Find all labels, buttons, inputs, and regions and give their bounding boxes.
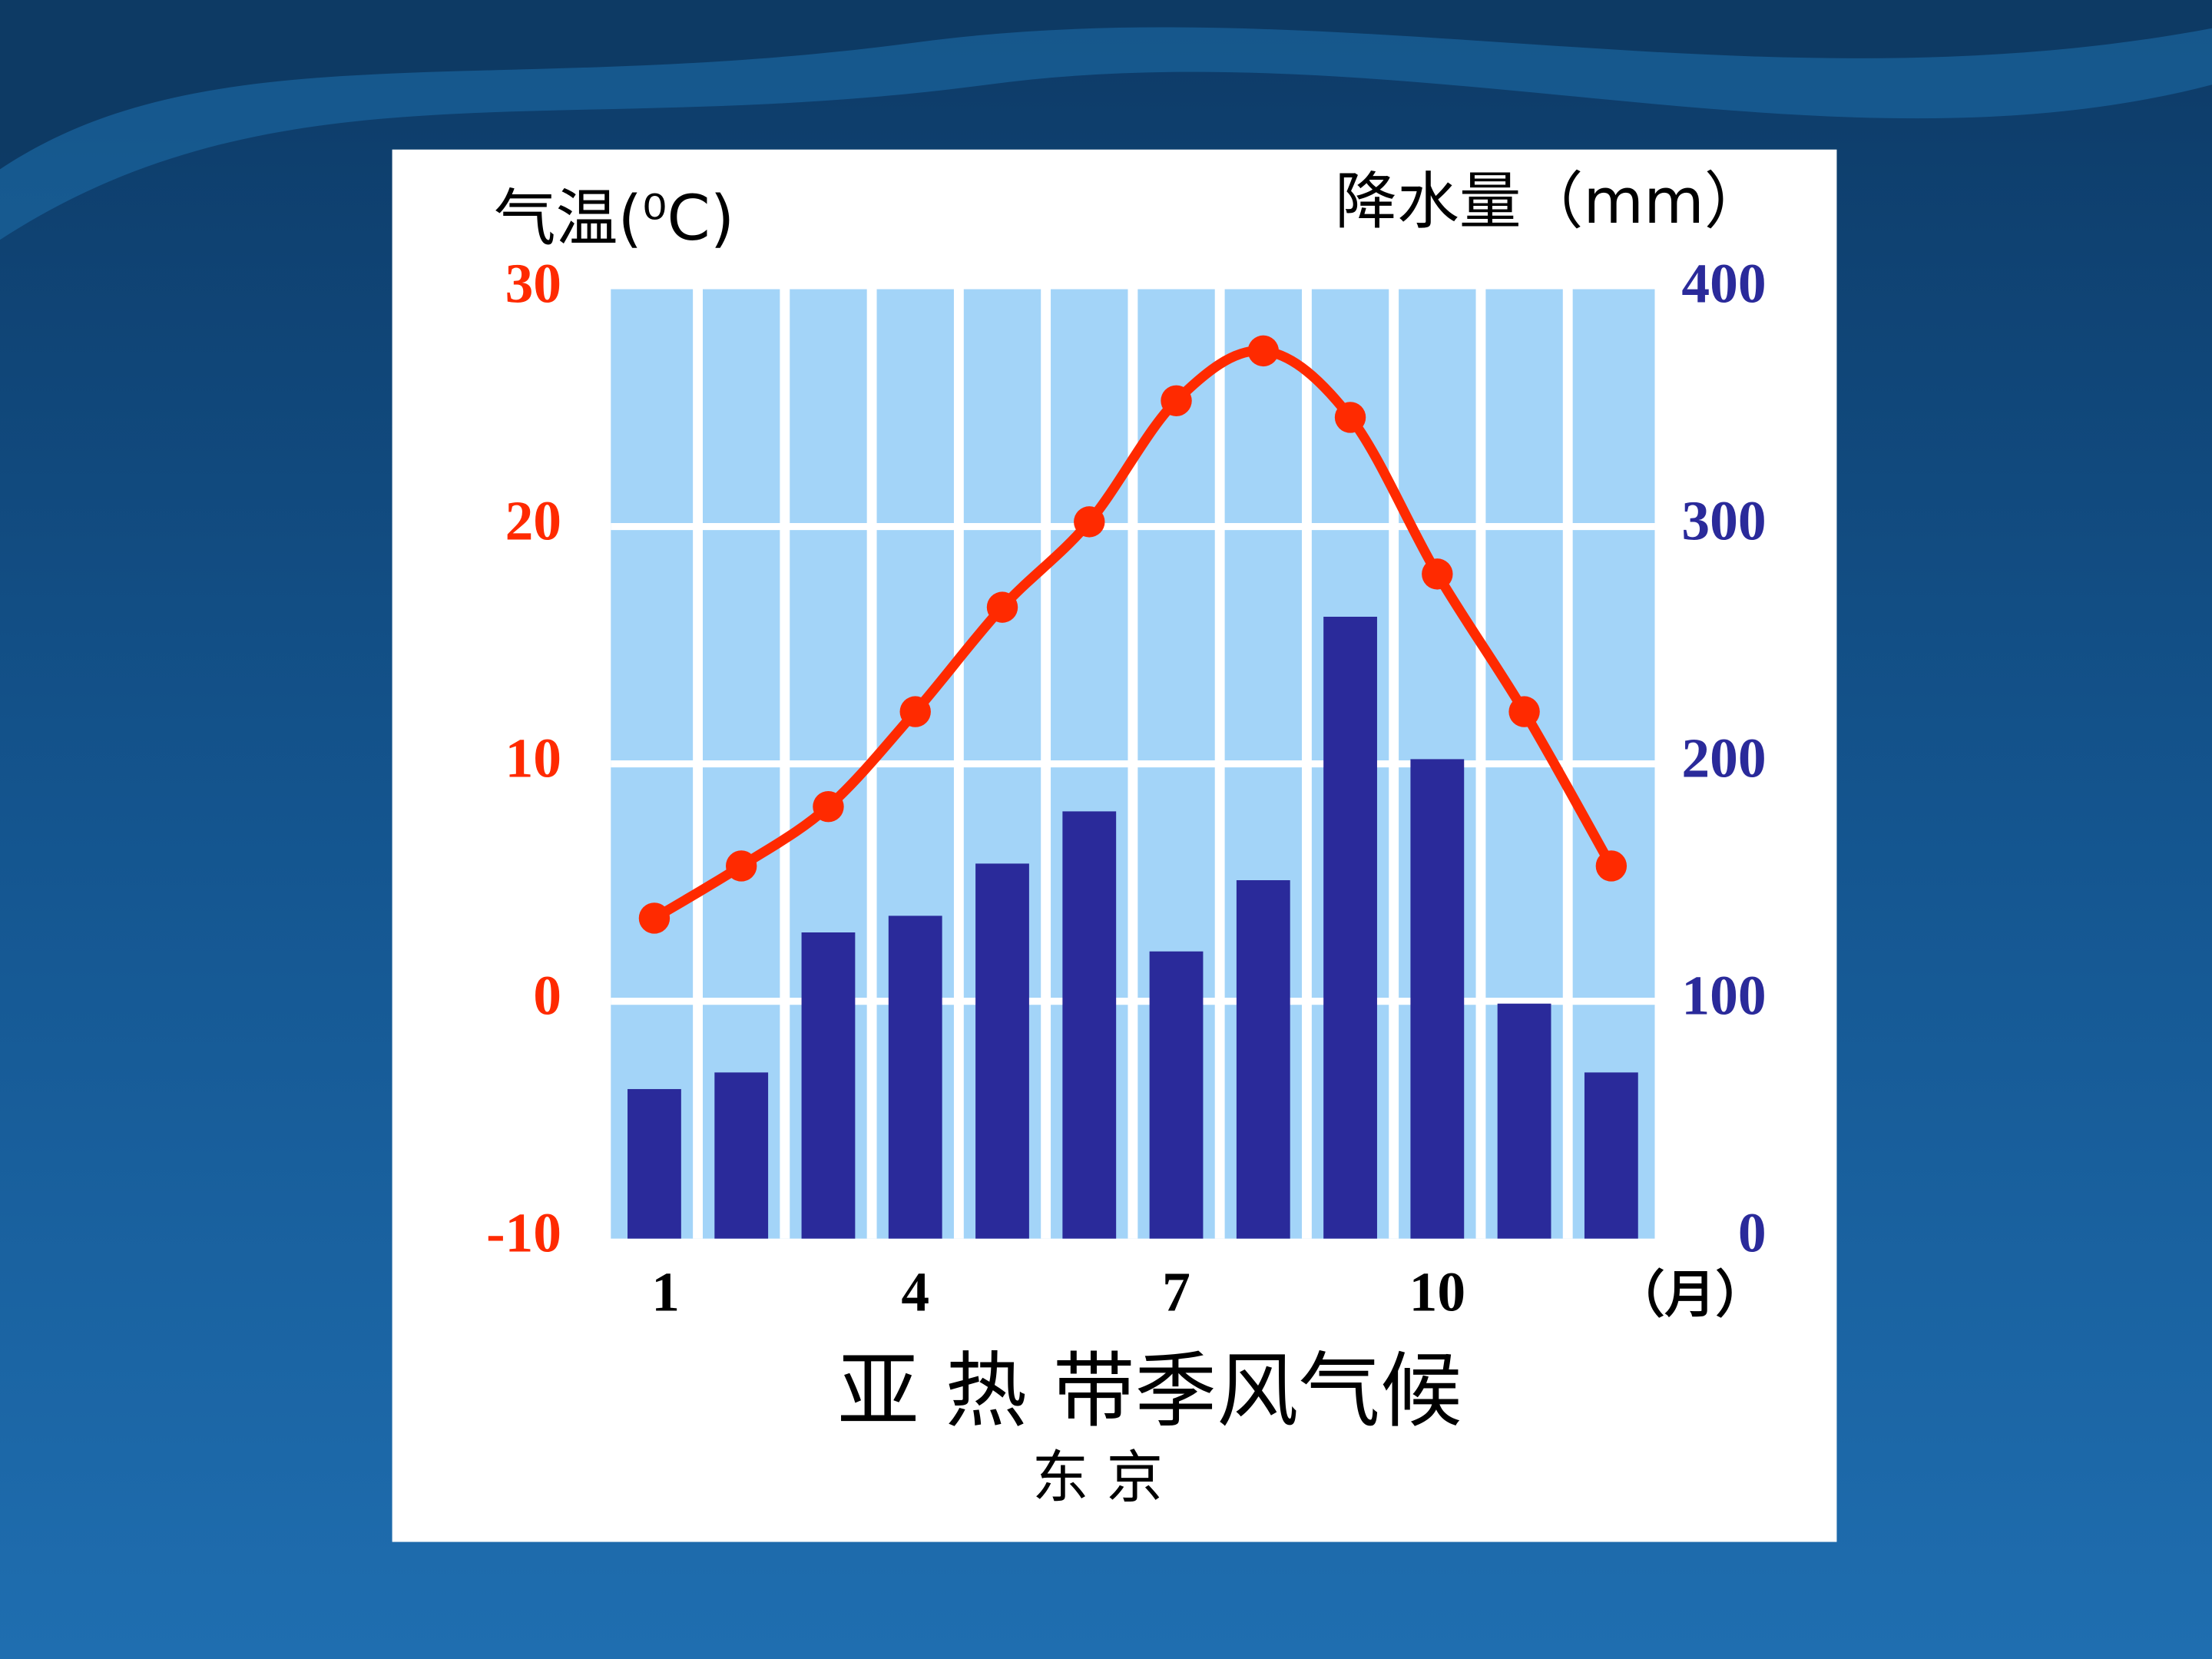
point xyxy=(1422,558,1453,590)
bar xyxy=(1497,1003,1551,1239)
x-tick-label: 1 xyxy=(651,1261,680,1323)
bar xyxy=(714,1072,769,1239)
bar xyxy=(1062,811,1117,1239)
point xyxy=(1334,402,1366,433)
bar xyxy=(1149,951,1204,1239)
bar xyxy=(1323,616,1377,1239)
point xyxy=(1161,385,1192,416)
chart-subtitle: 东 京 xyxy=(1032,1445,1163,1511)
y-tick-label: 20 xyxy=(505,489,561,551)
x-unit: （月） xyxy=(1614,1265,1766,1324)
y2-tick-label: 300 xyxy=(1681,489,1766,551)
point xyxy=(1508,696,1540,727)
bar xyxy=(888,916,942,1239)
y-tick-label: 0 xyxy=(533,964,561,1026)
bar xyxy=(975,863,1029,1239)
y2-tick-label: 200 xyxy=(1681,727,1766,789)
point xyxy=(899,696,931,727)
x-tick-label: 7 xyxy=(1162,1261,1190,1323)
y2-tick-label: 400 xyxy=(1681,252,1766,314)
y2-tick-label: 100 xyxy=(1681,964,1766,1026)
point xyxy=(986,591,1018,623)
y-axis-title: 气温(⁰C) xyxy=(494,183,734,255)
bar xyxy=(1236,880,1290,1239)
bar xyxy=(1410,759,1465,1239)
point xyxy=(813,791,844,823)
x-tick-label: 10 xyxy=(1409,1261,1465,1323)
chart-title: 亚 热 带季风气候 xyxy=(837,1344,1462,1439)
wave xyxy=(0,0,2212,170)
bar xyxy=(1584,1072,1638,1239)
x-tick-label: 4 xyxy=(901,1261,929,1323)
point xyxy=(1247,335,1279,367)
y2-tick-label: 0 xyxy=(1738,1202,1767,1264)
y2-axis-title: 降水量（mm） xyxy=(1335,166,1766,238)
point xyxy=(726,850,757,882)
point xyxy=(1074,506,1105,538)
point xyxy=(638,902,671,934)
bar xyxy=(628,1088,681,1239)
y-tick-label: 10 xyxy=(505,727,561,789)
bar xyxy=(801,932,856,1239)
y-tick-label: 30 xyxy=(505,252,561,314)
y-tick-label: -10 xyxy=(486,1202,561,1264)
point xyxy=(1595,850,1628,882)
